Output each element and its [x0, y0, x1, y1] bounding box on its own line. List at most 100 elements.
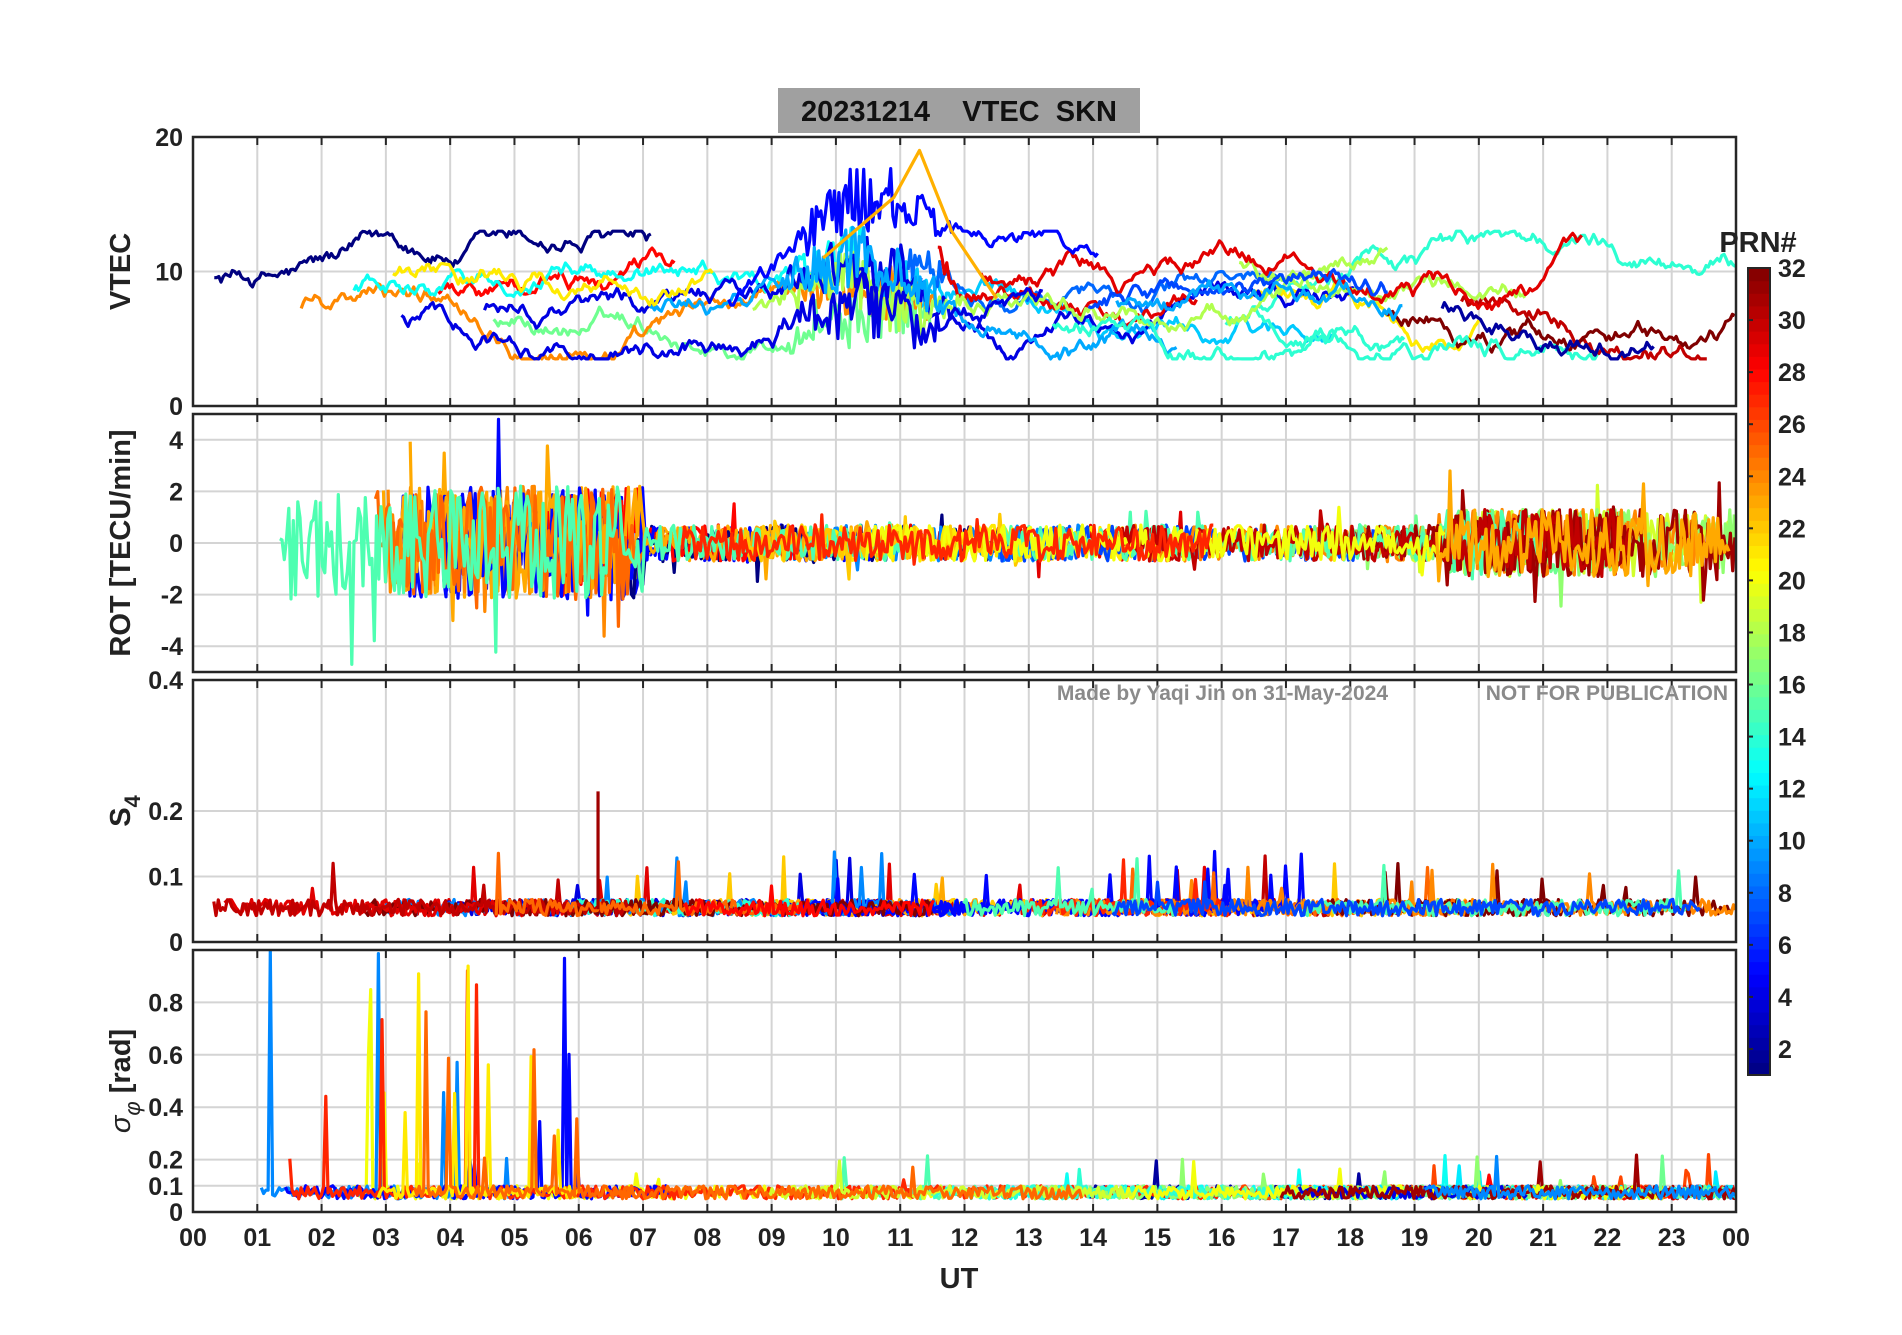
traces-ROT — [279, 417, 1737, 666]
traces-VTEC — [214, 148, 1737, 361]
colorbar-segment — [1748, 558, 1770, 572]
x-tick-label: 02 — [308, 1224, 336, 1252]
y-axis-label: VTEC — [105, 233, 137, 310]
y-tick-label: 10 — [155, 259, 183, 287]
trace-prn-line — [1111, 880, 1701, 918]
watermark-notice: NOT FOR PUBLICATION — [1486, 682, 1728, 705]
trace-prn-line — [1115, 279, 1403, 322]
trace-prn-line — [392, 262, 714, 307]
colorbar-segment — [1748, 419, 1770, 433]
colorbar-segment — [1748, 999, 1770, 1013]
x-tick-label: 10 — [822, 1224, 850, 1252]
colorbar-segment — [1748, 293, 1770, 307]
colorbar-segment — [1748, 406, 1770, 420]
colorbar-segment — [1748, 986, 1770, 1000]
x-tick-label: 06 — [565, 1224, 593, 1252]
y-axis-label-sub: 4 — [120, 794, 145, 807]
colorbar-segment — [1748, 810, 1770, 824]
colorbar-segment — [1748, 696, 1770, 710]
trace-prn-line — [373, 485, 645, 628]
colorbar-segment — [1748, 570, 1770, 584]
colorbar-segment — [1748, 797, 1770, 811]
trace-prn-line — [492, 271, 932, 361]
trace-prn-line — [727, 167, 1099, 307]
trace-prn-line — [1382, 309, 1736, 354]
trace-prn-line — [1460, 295, 1707, 361]
colorbar-segment — [1748, 885, 1770, 900]
trace-prn-line — [1224, 305, 1599, 361]
colorbar-tick-label: 26 — [1778, 411, 1806, 439]
trace-prn-line — [1248, 280, 1481, 353]
trace-prn-line — [912, 280, 1359, 361]
colorbar-segment — [1748, 545, 1770, 559]
x-tick-label: 08 — [693, 1224, 721, 1252]
colorbar-segment — [1748, 671, 1770, 685]
y-axis-label-main: S — [105, 807, 137, 826]
trace-prn-line — [612, 1165, 1084, 1201]
colorbar-segment — [1748, 583, 1770, 597]
colorbar-segment — [1748, 331, 1770, 345]
trace-prn-line — [279, 484, 910, 666]
y-tick-label: 2 — [169, 478, 183, 506]
x-tick-label: 21 — [1529, 1224, 1557, 1252]
y-axis-label: σφ [rad] — [105, 1029, 145, 1133]
y-axis-label-unit: [rad] — [105, 1029, 137, 1102]
x-tick-label: 00 — [1722, 1224, 1750, 1252]
colorbar-tick-label: 14 — [1778, 724, 1806, 752]
colorbar-segment — [1748, 923, 1770, 937]
traces-sigma_phi — [259, 949, 1738, 1201]
colorbar-segment — [1748, 961, 1770, 975]
colorbar-tick-label: 10 — [1778, 828, 1806, 856]
colorbar-segment — [1748, 608, 1770, 622]
x-tick-label: 12 — [951, 1224, 979, 1252]
y-tick-label: 0.8 — [148, 989, 183, 1017]
colorbar-segment — [1748, 343, 1770, 357]
x-tick-label: 11 — [887, 1224, 914, 1252]
x-tick-label: 00 — [179, 1224, 207, 1252]
colorbar-segment — [1748, 772, 1770, 786]
x-tick-label: 07 — [629, 1224, 657, 1252]
colorbar-segment — [1748, 974, 1770, 988]
y-tick-label: 0 — [169, 929, 183, 957]
colorbar-segment — [1748, 633, 1770, 647]
colorbar-segment — [1748, 759, 1770, 773]
colorbar-segment — [1748, 822, 1770, 837]
colorbar-segment — [1748, 305, 1770, 320]
colorbar-segment — [1748, 734, 1770, 748]
y-tick-label: 0 — [169, 530, 183, 558]
colorbar-segment — [1748, 898, 1770, 912]
trace-prn-line — [906, 248, 1281, 314]
colorbar-tick-label: 12 — [1778, 776, 1806, 804]
colorbar-segment — [1748, 381, 1770, 395]
colorbar-segment — [1748, 848, 1770, 862]
colorbar-tick-label: 28 — [1778, 359, 1806, 387]
panel-VTEC: 0 10 20 VTEC — [105, 124, 1738, 421]
colorbar-segment — [1748, 520, 1770, 534]
colorbar-tick-label: 8 — [1778, 880, 1792, 908]
x-tick-label: 23 — [1658, 1224, 1686, 1252]
trace-prn-line — [1424, 1154, 1737, 1201]
x-tick-label: 16 — [1208, 1224, 1236, 1252]
x-tick-label: 18 — [1336, 1224, 1364, 1252]
trace-prn-line — [352, 219, 866, 298]
colorbar-label: PRN# — [1719, 227, 1796, 259]
trace-prn-line — [649, 225, 1178, 361]
colorbar-segment — [1748, 658, 1770, 673]
colorbar-segment — [1748, 469, 1770, 483]
colorbar-tick-label: 32 — [1778, 255, 1806, 283]
colorbar-frame — [1747, 267, 1771, 1076]
trace-prn-line — [682, 884, 935, 918]
chart-title: 20231214 VTEC SKN — [801, 96, 1117, 128]
colorbar-segment — [1748, 431, 1770, 446]
y-tick-label: 0.2 — [148, 798, 183, 826]
colorbar-tick-label: 20 — [1778, 567, 1806, 595]
colorbar-segment — [1748, 1049, 1770, 1063]
watermark-author: Made by Yaqi Jin on 31-May-2024 — [1057, 682, 1388, 705]
trace-prn-line — [437, 246, 676, 297]
colorbar-segment — [1748, 532, 1770, 547]
colorbar-tick-label: 2 — [1778, 1036, 1792, 1064]
panel-S4: 0 0.1 0.2 0.4 S4 — [105, 667, 1738, 957]
